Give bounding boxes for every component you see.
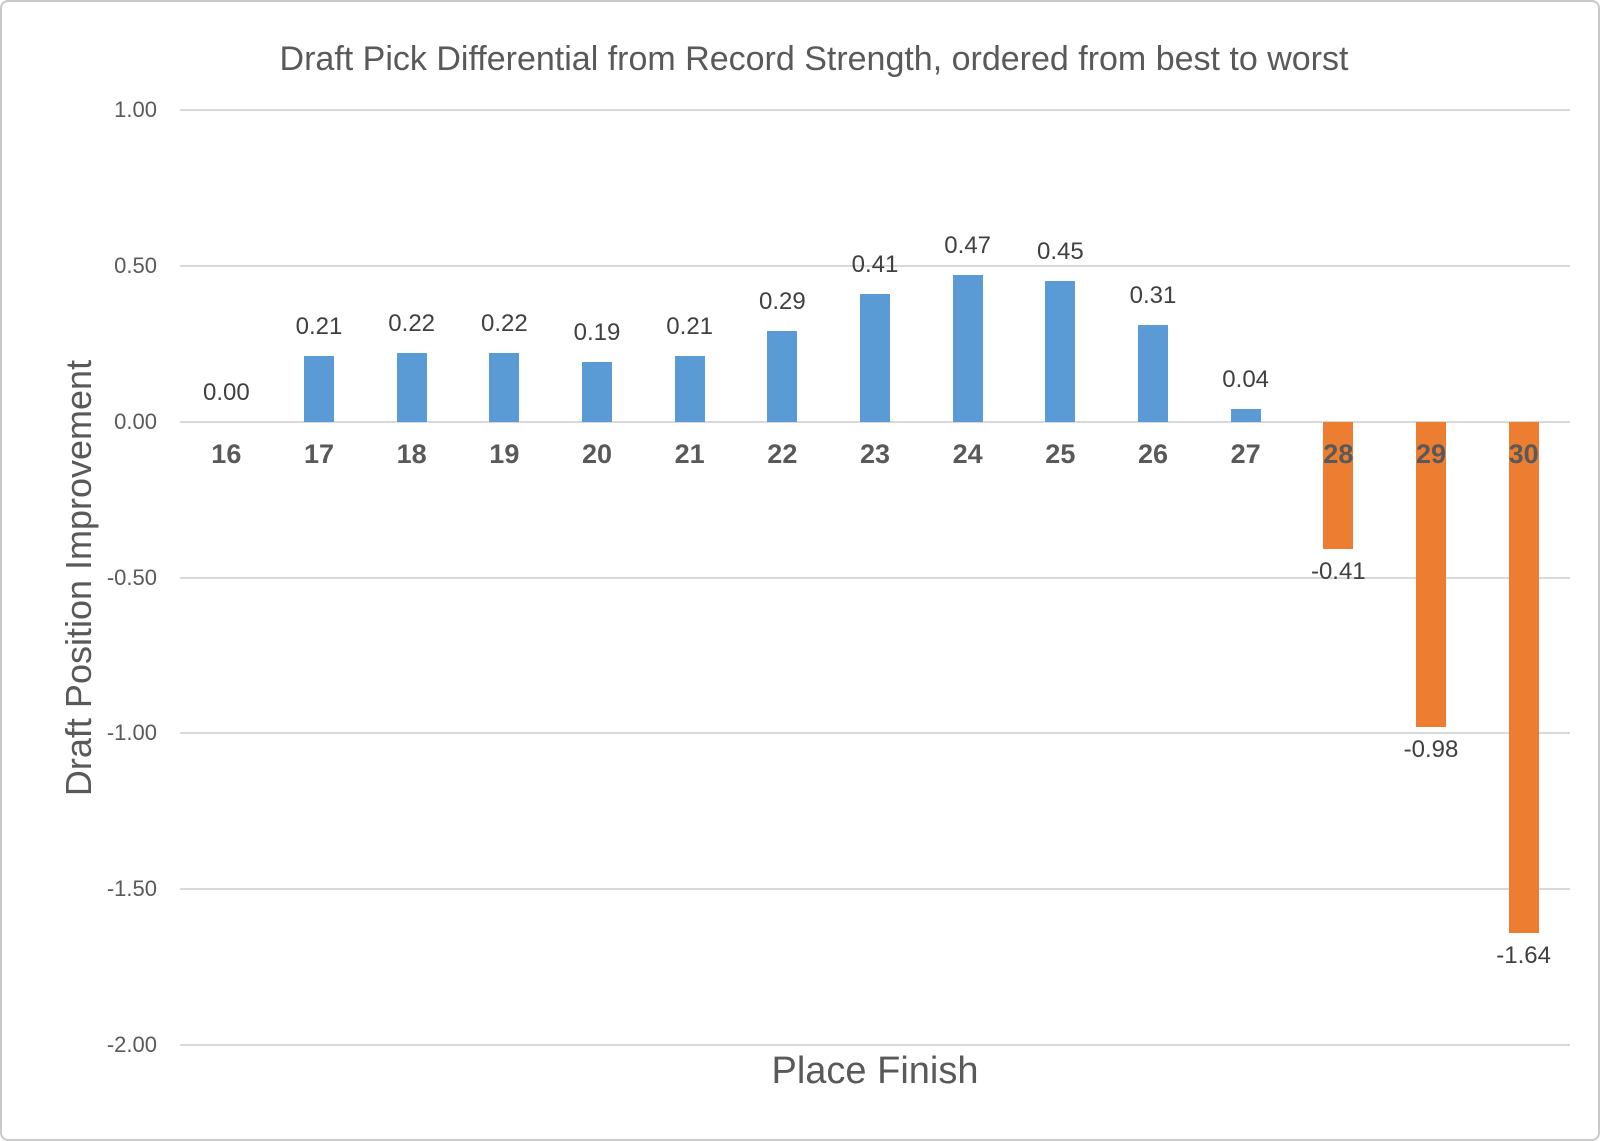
x-category-label: 16 — [211, 438, 242, 469]
x-axis-title: Place Finish — [771, 1050, 979, 1092]
x-category-label: 27 — [1230, 438, 1261, 469]
bar-21 — [674, 356, 705, 422]
data-label: 0.04 — [1222, 366, 1270, 394]
data-label: 0.21 — [295, 313, 343, 341]
gridline — [180, 1044, 1570, 1046]
gridline — [180, 109, 1570, 111]
gridline — [180, 420, 1570, 423]
gridline — [180, 576, 1570, 579]
bar-28 — [1323, 421, 1354, 550]
data-label: 0.00 — [202, 378, 250, 406]
x-category-label: 22 — [767, 438, 798, 469]
data-label: -1.64 — [1496, 941, 1551, 969]
bar-30 — [1508, 421, 1539, 933]
y-tick-label: -2.00 — [106, 1032, 157, 1057]
gridline — [180, 264, 1570, 267]
x-category-label: 29 — [1415, 438, 1447, 469]
y-tick-label: -1.50 — [106, 876, 157, 902]
x-category-label: 23 — [859, 438, 891, 469]
y-tick-label: 0.50 — [114, 252, 157, 278]
x-category-label: 18 — [396, 438, 427, 469]
data-label: 0.22 — [480, 310, 528, 338]
y-tick-label: 0.00 — [114, 408, 157, 434]
chart-title: Draft Pick Differential from Record Stre… — [279, 40, 1349, 78]
data-label: 0.19 — [573, 319, 621, 347]
data-label: 0.22 — [388, 310, 436, 338]
x-category-label: 24 — [952, 438, 983, 469]
bar-23 — [860, 293, 890, 422]
x-category-label: 28 — [1323, 438, 1354, 469]
x-category-label: 25 — [1045, 438, 1076, 469]
x-category-label: 17 — [303, 438, 335, 469]
x-category-label: 26 — [1137, 438, 1169, 469]
y-tick-label: 1.00 — [114, 97, 157, 122]
bar-17 — [304, 356, 334, 422]
data-label: 0.21 — [666, 313, 714, 341]
gridline — [180, 732, 1570, 735]
gridline — [180, 888, 1570, 891]
bar-20 — [582, 362, 612, 422]
data-label: 0.45 — [1036, 238, 1084, 266]
x-category-label: 21 — [674, 438, 705, 469]
bar-25 — [1045, 281, 1076, 422]
bar-24 — [952, 275, 983, 422]
x-category-label: 20 — [581, 438, 613, 469]
bar-26 — [1138, 325, 1168, 422]
bar-29 — [1416, 421, 1446, 728]
bar-19 — [489, 353, 520, 422]
data-label: 0.47 — [944, 232, 992, 260]
y-tick-label: -0.50 — [106, 564, 157, 590]
bar-22 — [767, 331, 798, 422]
x-category-label: 30 — [1508, 438, 1539, 469]
data-label: 0.41 — [851, 250, 899, 278]
data-label: 0.29 — [758, 288, 806, 316]
x-category-label: 19 — [489, 438, 520, 469]
y-tick-label: -1.00 — [106, 720, 157, 746]
data-label: -0.98 — [1403, 736, 1459, 764]
bar-18 — [396, 353, 427, 422]
data-label: 0.31 — [1129, 282, 1177, 310]
bar-27 — [1230, 409, 1261, 422]
data-label: -0.41 — [1310, 558, 1366, 586]
